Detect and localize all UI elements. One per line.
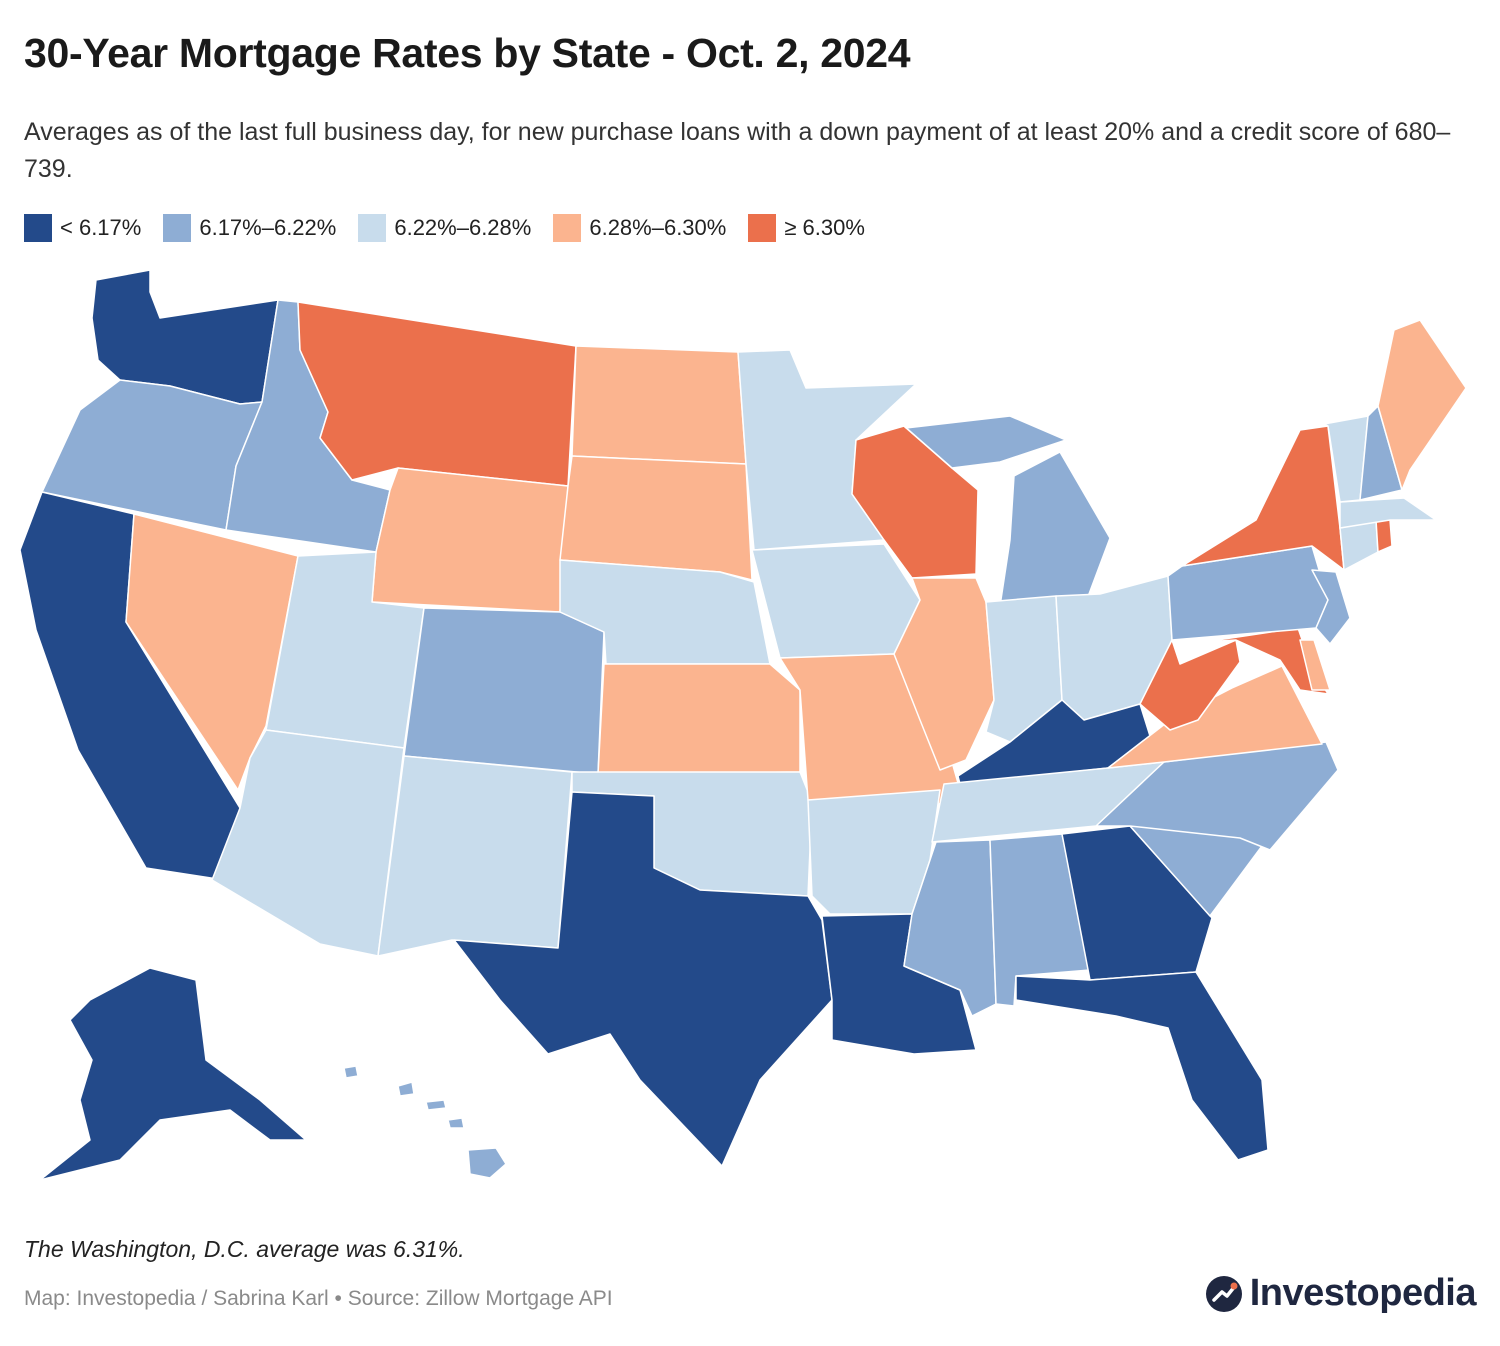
state-NJ[interactable]: [1311, 569, 1351, 645]
legend-item: 6.22%–6.28%: [358, 214, 531, 242]
state-IA[interactable]: [751, 543, 921, 659]
legend-label: ≥ 6.30%: [784, 215, 865, 240]
state-TX[interactable]: [453, 791, 833, 1167]
legend-swatch: [748, 214, 777, 242]
state-MI[interactable]: [903, 415, 1067, 469]
state-GA[interactable]: [1061, 825, 1213, 981]
legend: < 6.17% 6.17%–6.22% 6.22%–6.28% 6.28%–6.…: [24, 212, 887, 244]
brand: Investopedia: [1204, 1272, 1477, 1315]
legend-label: 6.28%–6.30%: [589, 215, 727, 240]
state-ND[interactable]: [571, 345, 747, 465]
dc-footnote: The Washington, D.C. average was 6.31%.: [24, 1236, 465, 1262]
brand-name: Investopedia: [1249, 1272, 1477, 1314]
chart-subtitle: Averages as of the last full business da…: [24, 118, 1451, 183]
legend-label: < 6.17%: [60, 215, 142, 240]
state-ME[interactable]: [1377, 319, 1467, 491]
legend-swatch: [553, 214, 582, 242]
state-MT[interactable]: [297, 301, 577, 487]
legend-item: 6.17%–6.22%: [163, 214, 336, 242]
state-MA[interactable]: [1339, 497, 1437, 529]
state-SD[interactable]: [559, 455, 753, 581]
legend-swatch: [358, 214, 387, 242]
state-CO[interactable]: [403, 607, 605, 775]
state-FL[interactable]: [1015, 971, 1269, 1161]
state-IL[interactable]: [893, 577, 995, 771]
chart-title: 30-Year Mortgage Rates by State - Oct. 2…: [24, 30, 911, 76]
state-WV[interactable]: [1139, 639, 1241, 731]
state-RI[interactable]: [1375, 519, 1393, 553]
state-HI[interactable]: [343, 1065, 507, 1179]
legend-item: 6.28%–6.30%: [553, 214, 726, 242]
state-AK[interactable]: [39, 967, 307, 1181]
legend-label: 6.17%–6.22%: [199, 215, 337, 240]
legend-swatch: [24, 214, 52, 242]
us-choropleth-map: [19, 269, 1467, 1181]
state-AZ[interactable]: [211, 729, 405, 957]
legend-label: 6.22%–6.28%: [394, 215, 532, 240]
legend-swatch: [163, 214, 192, 242]
state-KS[interactable]: [597, 663, 801, 775]
state-DE[interactable]: [1299, 639, 1331, 691]
state-MD[interactable]: [1203, 627, 1329, 695]
state-MI-lower[interactable]: [999, 451, 1111, 607]
state-NY[interactable]: [1181, 425, 1345, 571]
source-credit: Map: Investopedia / Sabrina Karl • Sourc…: [24, 1287, 613, 1310]
state-VT[interactable]: [1323, 415, 1369, 503]
legend-item: ≥ 6.30%: [748, 214, 865, 242]
legend-item: < 6.17%: [24, 214, 141, 242]
state-WY[interactable]: [371, 467, 569, 613]
state-NM[interactable]: [377, 755, 573, 957]
investopedia-logo-icon: [1205, 1275, 1242, 1312]
